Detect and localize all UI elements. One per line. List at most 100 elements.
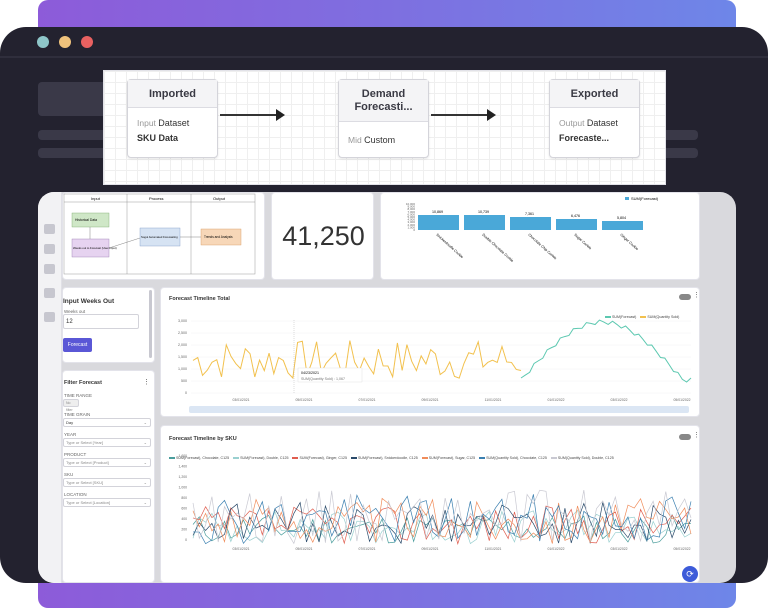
x-tick-label: 05/01/2021 xyxy=(296,398,313,402)
y-tick-label: 8,000 xyxy=(407,207,415,211)
timeline-total-legend: SUM(Forecast) SUM(Quantity Sold) xyxy=(605,305,683,323)
legend-label: SUM(Quantity Sold), Double, C125 xyxy=(557,456,614,460)
window-dot-red[interactable] xyxy=(81,36,93,48)
rail-icon[interactable] xyxy=(44,288,55,298)
legend-item[interactable]: SUM(Forecast), Sugar, C125 xyxy=(421,456,475,460)
bar-category: Sugar Cookie xyxy=(573,233,592,251)
forecast-button[interactable]: Forecast xyxy=(63,338,92,352)
y-tick-label: 1,500 xyxy=(178,355,187,359)
x-tick-label: 03/01/2021 xyxy=(233,547,250,551)
bar-category: Snickerdoodle Cookie xyxy=(435,233,464,259)
y-tick-label: 2,000 xyxy=(178,343,187,347)
time-range-value[interactable]: No filter xyxy=(63,399,79,412)
y-tick-label: 0 xyxy=(185,538,187,542)
chevron-down-icon: ⌄ xyxy=(143,480,147,485)
x-tick-label: 07/01/2021 xyxy=(359,398,376,402)
sku-legend: SUM(Forecast) xyxy=(631,196,659,201)
legend-label: SUM(Forecast), Ginger, C125 xyxy=(299,456,348,460)
node-detail: SKU Data xyxy=(137,133,179,143)
flow-node-imported[interactable]: Imported Input Dataset SKU Data xyxy=(127,79,218,158)
sku-bar xyxy=(602,221,643,230)
process-diagram: Input Process Output Historical Data Wee… xyxy=(63,193,256,275)
title-bar-divider xyxy=(0,56,768,58)
flow-arrow xyxy=(220,109,285,121)
sku-bar xyxy=(510,217,551,230)
window-dot-yellow[interactable] xyxy=(59,36,71,48)
more-icon[interactable]: ⋮ xyxy=(143,379,150,386)
product-select[interactable]: Type or Select [Product] ⌄ xyxy=(63,458,151,467)
y-tick-label: 600 xyxy=(181,507,187,511)
x-tick-label: 03/01/2021 xyxy=(233,398,250,402)
x-tick-label: 01/01/2022 xyxy=(548,547,565,551)
flow-node-demand-forecasting[interactable]: Demand Forecasti... Mid Custom xyxy=(338,79,429,158)
y-tick-label: 4,000 xyxy=(407,218,415,222)
diagram-box: Weeks out to Forecast (User-Input) xyxy=(73,246,117,250)
node-sub-label: Output xyxy=(559,118,585,128)
grain-value: Day xyxy=(66,420,74,425)
node-sub-value: Custom xyxy=(364,135,396,145)
x-tick-label: 09/01/2021 xyxy=(422,547,439,551)
grain-select[interactable]: Day ⌄ xyxy=(63,418,151,427)
bar-category: Double Chocolate Cookie xyxy=(481,233,514,263)
diagram-header: Output xyxy=(213,196,226,201)
rail-icon[interactable] xyxy=(44,244,55,254)
legend-item[interactable]: SUM(Quantity Sold), Double, C125 xyxy=(550,456,614,460)
rail-icon[interactable] xyxy=(44,224,55,234)
legend-item[interactable]: SUM(Forecast), Ginger, C125 xyxy=(292,456,347,460)
panel-scrollbar[interactable] xyxy=(149,290,152,358)
node-sub: Input Dataset xyxy=(137,118,189,128)
y-tick-label: 1,600 xyxy=(179,454,188,458)
timeline-total-svg: 3,000 2,500 2,000 1,500 1,000 500 0 03/01/2021 0… xyxy=(178,319,692,413)
legend-item[interactable]: SUM(Forecast), Snickerdoodle, C125 xyxy=(351,456,418,460)
legend-label: SUM(Quantity Sold) xyxy=(647,315,680,319)
chart-badge[interactable] xyxy=(679,294,691,300)
window-dot-teal[interactable] xyxy=(37,36,49,48)
legend-label: SUM(Quantity Sold), Chocolate, C125 xyxy=(486,456,547,460)
sku-select[interactable]: Type or Select [SKU] ⌄ xyxy=(63,478,151,487)
rail-icon[interactable] xyxy=(44,264,55,274)
y-tick-label: 6,000 xyxy=(407,212,415,216)
y-tick-label: 7,000 xyxy=(407,210,415,214)
legend-item: SUM(Forecast) xyxy=(605,315,636,319)
y-tick-label: 200 xyxy=(181,528,187,532)
bar-label: 10,869 xyxy=(432,210,443,214)
grain-label: TIME GRAIN xyxy=(64,412,91,417)
node-title: Exported xyxy=(550,80,639,108)
chart-badge[interactable] xyxy=(679,434,691,440)
timeline-sku-legend: SUM(Forecast), Chocolate, C125 SUM(Foreca… xyxy=(169,446,689,464)
rail-icon[interactable] xyxy=(44,312,55,322)
weeks-input[interactable]: 12 xyxy=(63,314,139,329)
chevron-down-icon: ⌄ xyxy=(143,460,147,465)
legend-item[interactable]: SUM(Forecast), Double, C125 xyxy=(233,456,288,460)
more-icon[interactable]: ⋮ xyxy=(693,292,700,299)
node-sub-value: Dataset xyxy=(586,118,618,128)
more-icon[interactable]: ⋮ xyxy=(693,432,700,439)
year-select[interactable]: Type or Select [Year] ⌄ xyxy=(63,438,151,447)
node-sub-label: Input xyxy=(137,118,156,128)
diagram-header: Input xyxy=(91,196,101,201)
process-diagram-card: Input Process Output Historical Data Wee… xyxy=(62,192,265,280)
legend-label: SUM(Forecast) xyxy=(612,315,637,319)
y-tick-label: 500 xyxy=(181,379,187,383)
filter-panel: Filter Forecast ⋮ TIME RANGE No filter T… xyxy=(62,370,155,583)
flow-node-exported[interactable]: Exported Output Dataset Forecaste... xyxy=(549,79,640,158)
zoom-slider[interactable] xyxy=(189,406,689,413)
x-tick-label: 03/01/2022 xyxy=(611,547,628,551)
weeks-out-panel: Input Weeks Out Weeks out 12 Forecast xyxy=(62,287,155,363)
legend-label: SUM(Forecast), Chocolate, C125 xyxy=(176,456,230,460)
x-tick-label: 11/01/2021 xyxy=(485,547,502,551)
y-tick-label: 5,000 xyxy=(407,215,415,219)
weeks-label: Weeks out xyxy=(64,309,86,314)
location-select[interactable]: Type or Select [Location] ⌄ xyxy=(63,498,151,507)
sku-series-line xyxy=(192,501,692,545)
side-rail xyxy=(38,192,62,583)
legend-item[interactable]: SUM(Quantity Sold), Chocolate, C125 xyxy=(479,456,547,460)
x-tick-label: 05/01/2021 xyxy=(296,547,313,551)
x-tick-label: 09/01/2021 xyxy=(422,398,439,402)
sku-bar-chart: SUM(Forecast) 10,0009,0008,0007,0006,000… xyxy=(406,196,659,263)
sku-bar xyxy=(556,219,597,230)
chat-support-icon[interactable]: ⟳ xyxy=(682,566,698,582)
legend-item[interactable]: SUM(Forecast), Chocolate, C125 xyxy=(169,456,229,460)
tooltip-date: 04/23/2021 xyxy=(301,371,319,375)
diagram-box: Historical Data xyxy=(75,218,97,222)
